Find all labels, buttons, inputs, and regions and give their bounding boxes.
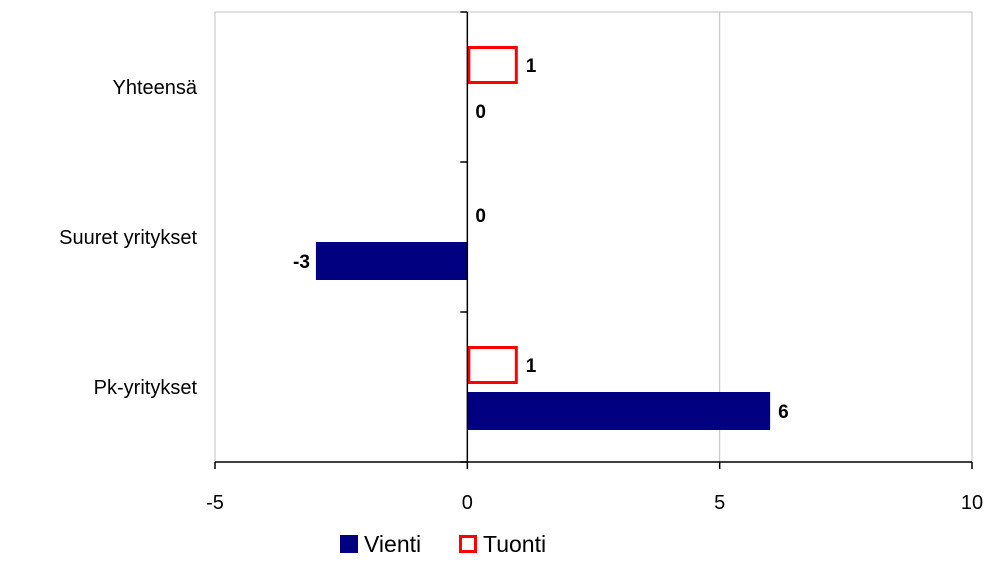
legend-label: Vienti [364, 531, 421, 557]
data-label: 0 [475, 206, 486, 227]
data-label: 1 [526, 56, 537, 77]
category-label: Suuret yritykset [59, 227, 197, 249]
bars [315, 46, 771, 430]
data-label: -3 [293, 252, 310, 273]
legend: Vienti Tuonti [340, 531, 546, 557]
bar-vienti-1 [315, 242, 468, 280]
x-tick-labels: -5 0 5 10 [206, 492, 983, 514]
data-labels: 6 1 -3 0 0 1 [293, 56, 789, 423]
legend-label: Tuonti [483, 531, 546, 557]
data-label: 0 [475, 102, 486, 123]
category-label: Pk-yritykset [94, 377, 198, 399]
legend-swatch-tuonti [459, 535, 477, 553]
x-tick-label: -5 [206, 492, 224, 514]
category-label: Yhteensä [112, 77, 197, 99]
legend-swatch-vienti [340, 535, 358, 553]
bar-vienti-0 [467, 392, 771, 430]
bar-tuonti-2 [467, 46, 518, 84]
x-tick-label: 0 [462, 492, 473, 514]
data-label: 1 [526, 356, 537, 377]
gridlines [214, 12, 973, 462]
data-label: 6 [778, 402, 789, 423]
axes [214, 11, 973, 469]
category-labels: Pk-yritykset Suuret yritykset Yhteensä [59, 77, 198, 399]
x-tick-label: 10 [961, 492, 983, 514]
bar-tuonti-0 [467, 346, 518, 384]
x-tick-label: 5 [714, 492, 725, 514]
